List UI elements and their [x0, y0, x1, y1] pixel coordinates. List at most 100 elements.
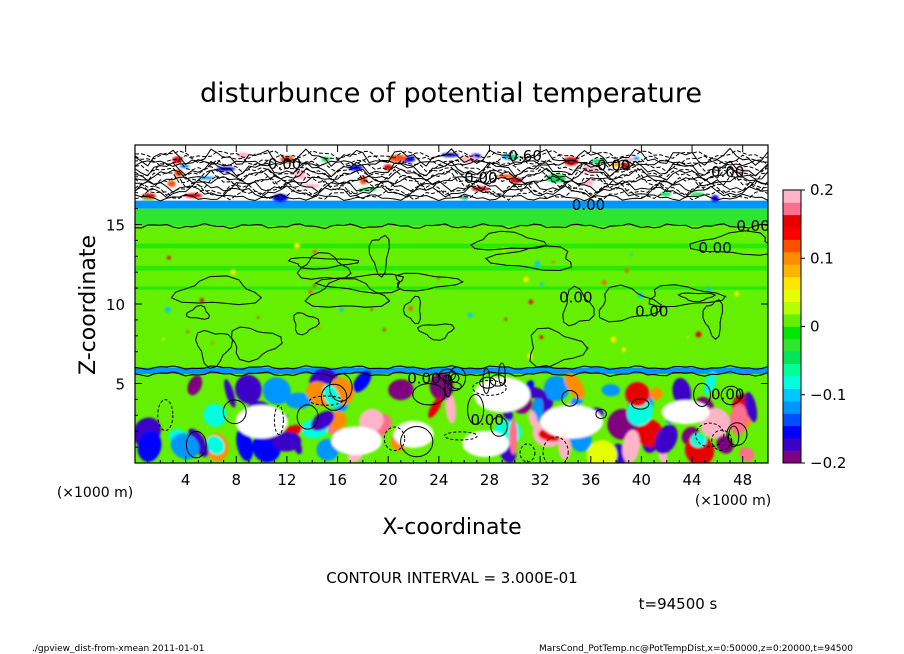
anomaly-cell — [313, 284, 316, 287]
contour-line — [720, 385, 742, 406]
contour-line — [135, 178, 768, 194]
anomaly-cell — [429, 373, 454, 401]
anomaly-cell-saturated — [474, 377, 531, 413]
anomaly-cell-saturated — [393, 420, 434, 448]
anomaly-cell — [690, 192, 705, 196]
contour-line — [383, 426, 406, 452]
anomaly-cell — [211, 341, 214, 345]
contour-line — [702, 299, 724, 340]
y-axis-label: Z-coordinate — [76, 235, 101, 375]
anomaly-cell — [570, 396, 583, 408]
contour-line — [490, 416, 508, 437]
anomaly-cell — [734, 291, 740, 297]
anomaly-cell — [659, 192, 672, 197]
colorbar-tick-label: −0.2 — [810, 454, 846, 472]
colorbar-segment — [783, 413, 801, 427]
anomaly-cell — [206, 435, 225, 455]
anomaly-cell — [352, 370, 372, 393]
anomaly-cell — [509, 419, 518, 455]
contour-label: 0.00 — [268, 155, 301, 173]
contour-line — [443, 431, 478, 441]
contour-line — [542, 436, 569, 463]
colorbar-tick-label: 0.1 — [810, 249, 834, 267]
anomaly-cell-saturated — [331, 426, 382, 456]
y-tick-label: 5 — [115, 376, 125, 394]
heatmap-band-cyan-mid — [135, 367, 768, 374]
y-tick-label: 10 — [106, 296, 125, 314]
colorbar-segment — [783, 227, 801, 240]
anomaly-cell — [621, 347, 627, 352]
contour-line — [726, 422, 748, 446]
contour-line — [320, 383, 348, 411]
anomaly-cell — [729, 403, 748, 436]
anomaly-cell — [744, 392, 758, 423]
x-tick-label: 24 — [429, 471, 448, 489]
contour-label: 0.00 — [572, 196, 605, 214]
contour-line — [598, 284, 662, 323]
contour-line — [273, 405, 284, 435]
heatmap-stripe — [135, 243, 768, 249]
contour-line — [442, 374, 453, 384]
colorbar-segment — [783, 239, 801, 253]
anomaly-cell-saturated — [661, 400, 710, 425]
contour-line — [328, 373, 353, 402]
anomaly-cell — [310, 410, 335, 431]
colorbar-segment — [783, 276, 801, 290]
contour-label: 0.00 — [698, 239, 731, 257]
anomaly-cell — [294, 174, 308, 179]
anomaly-cell — [564, 372, 585, 399]
x-tick-label: 44 — [682, 471, 701, 489]
contour-line — [482, 368, 491, 395]
anomaly-cell — [467, 312, 473, 318]
colorbar-ticks: 0.2 0.1 0 −0.1 −0.2 — [801, 181, 846, 472]
anomaly-cell — [672, 377, 692, 407]
contour-line — [447, 381, 462, 392]
contour-line — [135, 149, 768, 160]
anomaly-cell-saturated — [235, 404, 288, 439]
anomaly-cell — [179, 164, 190, 169]
colorbar — [782, 189, 802, 464]
anomaly-cell — [162, 338, 166, 341]
contour-line — [631, 398, 650, 410]
anomaly-cell — [624, 268, 629, 273]
contour-line — [472, 379, 507, 396]
anomaly-cell — [601, 384, 621, 397]
anomaly-cell — [235, 374, 262, 404]
x-tick-label: 48 — [733, 471, 752, 489]
contour-line — [170, 275, 263, 306]
x-axis-unit: (×1000 m) — [695, 493, 771, 509]
contour-line — [395, 272, 464, 292]
contour-line — [529, 327, 589, 368]
colorbar-tick-label: 0 — [810, 318, 820, 336]
anomaly-cell — [528, 410, 538, 428]
contour-label: 0.00 — [711, 163, 744, 181]
contour-line — [479, 376, 497, 389]
colorbar-segment — [783, 301, 801, 315]
anomaly-cell — [540, 282, 544, 286]
anomaly-cell — [408, 306, 413, 311]
anomaly-cell — [167, 255, 171, 260]
colorbar-tick-label: 0.2 — [810, 181, 834, 199]
heatmap-anomaly-cells — [135, 152, 758, 463]
anomaly-cell-saturated — [540, 404, 604, 439]
contour-line — [135, 370, 768, 377]
anomaly-cell — [551, 260, 555, 264]
anomaly-cell — [272, 431, 302, 452]
anomaly-cell — [437, 276, 440, 280]
anomaly-cell — [199, 298, 205, 303]
contour-line — [448, 366, 467, 390]
anomaly-cell — [312, 249, 318, 255]
anomaly-cell — [167, 180, 176, 187]
colorbar-segment — [783, 202, 801, 216]
anomaly-cell — [445, 392, 456, 424]
contour-line — [467, 394, 485, 426]
contour-line — [595, 408, 607, 420]
anomaly-cell — [704, 371, 717, 396]
anomaly-cell — [528, 299, 534, 305]
contour-line — [693, 382, 711, 407]
contour-line — [135, 168, 768, 187]
x-tick-label: 16 — [328, 471, 347, 489]
contour-line — [185, 304, 211, 320]
heatmap-stripe — [135, 286, 768, 290]
contour-line — [711, 429, 732, 451]
